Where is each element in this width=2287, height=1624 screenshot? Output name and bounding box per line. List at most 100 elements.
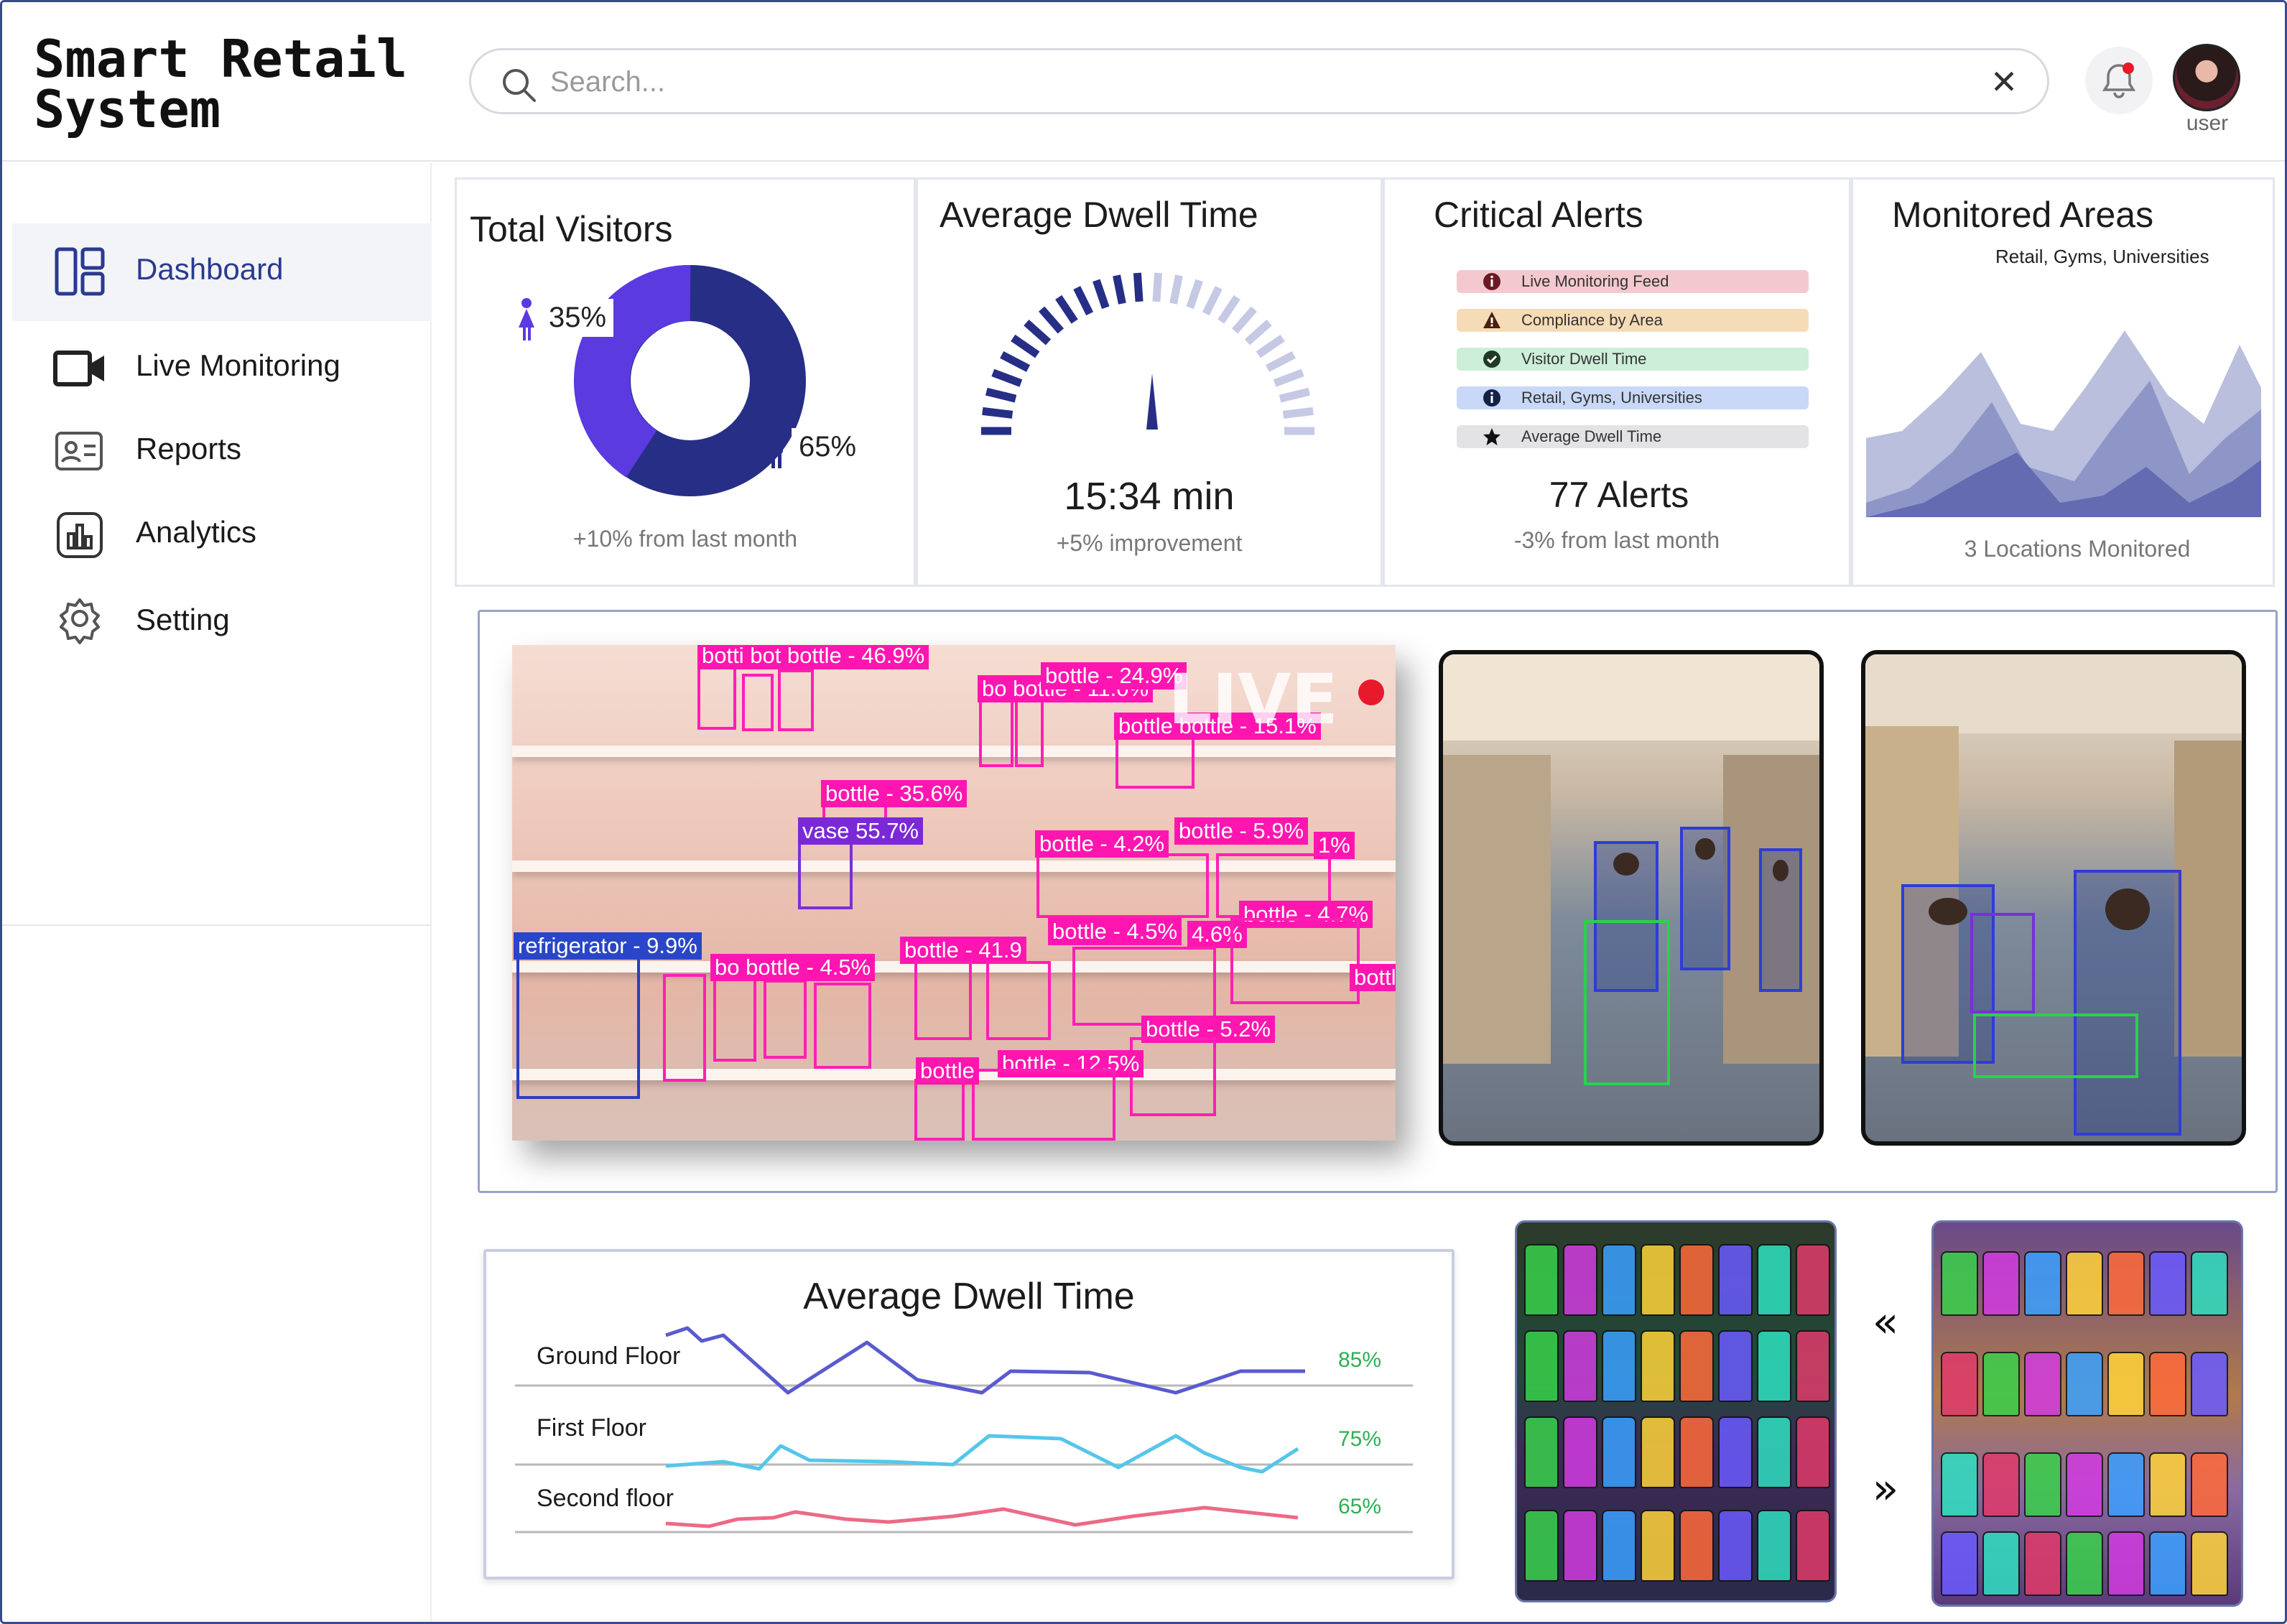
detection-box (914, 961, 972, 1040)
star-icon (1483, 428, 1500, 445)
areas-subtitle: Retail, Gyms, Universities (1995, 246, 2209, 267)
detection-box (778, 669, 814, 731)
gauge-tick (1011, 334, 1040, 358)
carousel-next-button[interactable]: » (1872, 1464, 1899, 1514)
detection-label: bottl (1350, 964, 1396, 991)
gauge-tick (1055, 294, 1078, 324)
segmented-bottle (2191, 1531, 2228, 1596)
dwell-gauge (981, 272, 1314, 435)
detection-label: bottle - 12.5% (998, 1050, 1144, 1077)
segmented-bottle (1641, 1510, 1675, 1582)
gauge-needle (1146, 373, 1158, 430)
warning-icon (1483, 312, 1500, 328)
person-detection (1901, 884, 1995, 1064)
gauge-tick (1024, 320, 1052, 345)
dwell-series-line (665, 1434, 1299, 1474)
segmented-bottle (1941, 1352, 1978, 1416)
area-series-3 (1866, 453, 2261, 517)
segmented-bottle (1757, 1244, 1791, 1316)
segmented-bottle (2149, 1352, 2186, 1416)
sidebar-item-label: Dashboard (136, 252, 284, 286)
sidebar-item-live-monitoring[interactable]: Live Monitoring (12, 320, 432, 417)
search-input[interactable] (550, 60, 1915, 103)
segmented-bottle (1718, 1416, 1753, 1488)
segmented-bottle (1602, 1510, 1636, 1582)
live-tag: LIVE (1168, 659, 1338, 740)
male-percentage: 65% (792, 428, 864, 466)
segmented-bottle (1679, 1510, 1714, 1582)
info-icon (1483, 389, 1500, 407)
segmented-bottle (1757, 1416, 1791, 1488)
detection-box (972, 1069, 1115, 1141)
alert-row[interactable]: Average Dwell Time (1457, 425, 1809, 448)
sidebar-item-label: Analytics (136, 515, 257, 549)
alert-row[interactable]: Live Monitoring Feed (1457, 270, 1809, 293)
app-title-line1: Smart Retail (34, 29, 408, 89)
live-feed-aisle-2[interactable] (1861, 650, 2246, 1146)
gauge-tick (1093, 279, 1110, 310)
shelf-right (1723, 755, 1819, 1064)
floor-label-first: First Floor (537, 1414, 646, 1442)
live-feed-main[interactable]: botti bot bottle - 46.9% bo bottle - 11.… (512, 645, 1396, 1141)
segmented-bottle (2149, 1531, 2186, 1596)
id-card-icon (55, 432, 103, 470)
male-icon (770, 424, 783, 468)
gauge-tick (1231, 306, 1258, 334)
alert-label: Compliance by Area (1521, 311, 1663, 329)
card-title: Average Dwell Time (940, 195, 1258, 235)
person-detection (2074, 870, 2181, 1136)
alert-row[interactable]: Visitor Dwell Time (1457, 348, 1809, 371)
dwell-series-line (665, 1326, 1305, 1395)
floor-label-ground: Ground Floor (537, 1342, 681, 1370)
detection-label: bottle - 4.5% (1048, 918, 1182, 945)
segmented-bottle (1796, 1244, 1830, 1316)
floor-pct-ground: 85% (1338, 1348, 1382, 1372)
sidebar-item-dashboard[interactable]: Dashboard (12, 223, 432, 321)
female-icon (519, 298, 534, 340)
alert-row[interactable]: Compliance by Area (1457, 309, 1809, 332)
sidebar-item-setting[interactable]: Setting (12, 574, 432, 672)
detection-label: bottle - 4.2% (1035, 830, 1169, 858)
alert-label: Average Dwell Time (1521, 427, 1662, 445)
detection-box (742, 674, 774, 731)
search-icon (503, 69, 536, 102)
alert-row[interactable]: Retail, Gyms, Universities (1457, 386, 1809, 409)
card-title: Total Visitors (470, 209, 673, 249)
segmented-bottle (2024, 1531, 2061, 1596)
card-title: Monitored Areas (1892, 195, 2154, 235)
detection-box (516, 945, 640, 1099)
carousel-prev-button[interactable]: « (1872, 1297, 1899, 1347)
segmented-bottle (2107, 1531, 2145, 1596)
user-avatar[interactable] (2173, 44, 2240, 111)
clear-search-button[interactable]: ✕ (1990, 63, 2018, 101)
segmented-bottle (1641, 1330, 1675, 1402)
gauge-tick (1133, 272, 1144, 302)
visitors-change: +10% from last month (572, 526, 798, 552)
detection-box (1036, 853, 1209, 918)
detection-label: bottle - 24.9% (1041, 662, 1187, 690)
live-feed-aisle-1[interactable] (1439, 650, 1824, 1146)
detection-label: bottle - 41.9 (900, 937, 1026, 964)
sidebar-item-reports[interactable]: Reports (12, 403, 432, 501)
segmented-bottle (1602, 1330, 1636, 1402)
chart-title: Average Dwell Time (803, 1276, 1135, 1317)
notifications-button[interactable] (2085, 47, 2153, 114)
shelf-segmentation-image-1[interactable] (1515, 1220, 1837, 1602)
product-detection (1970, 913, 2035, 1013)
segmented-bottle (2107, 1452, 2145, 1517)
segmented-bottle (2024, 1452, 2061, 1517)
segmented-bottle (1941, 1531, 1978, 1596)
sidebar-item-analytics[interactable]: Analytics (12, 486, 432, 584)
segmented-bottle (1982, 1452, 2020, 1517)
shelf-segmentation-image-2[interactable] (1931, 1220, 2243, 1607)
areas-count: 3 Locations Monitored (1964, 536, 2191, 562)
detection-box (814, 983, 871, 1069)
app-title-line2: System (34, 79, 221, 139)
sidebar-item-label: Live Monitoring (136, 348, 340, 382)
donut-female-segment (574, 264, 691, 478)
card-average-dwell-time: Average Dwell Time 15:34 min +5% improve… (916, 177, 1383, 587)
gauge-tick (1256, 334, 1285, 358)
segmented-bottle (1718, 1330, 1753, 1402)
sidebar-item-label: Reports (136, 432, 242, 465)
shelf-right (2174, 741, 2242, 1057)
